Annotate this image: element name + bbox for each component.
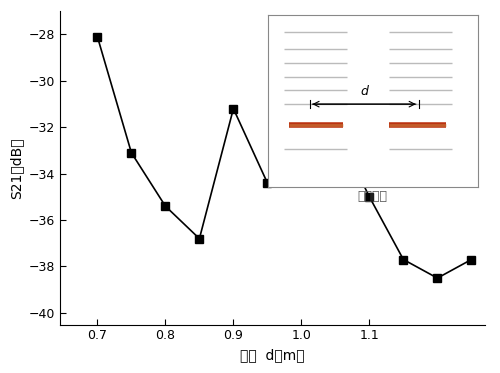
- Y-axis label: S21（dB）: S21（dB）: [9, 137, 23, 199]
- X-axis label: 间距  d（m）: 间距 d（m）: [240, 348, 305, 362]
- Text: 共线排列: 共线排列: [358, 190, 388, 203]
- Text: d: d: [360, 85, 368, 98]
